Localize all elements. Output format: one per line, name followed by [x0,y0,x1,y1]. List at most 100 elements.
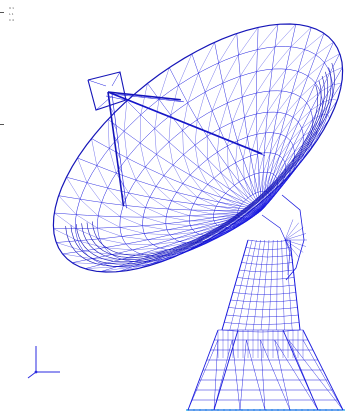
dish-diagonal [168,208,190,216]
dish-radial [261,24,297,211]
dish-diagonal [168,115,171,142]
dish-diagonal [58,195,77,215]
dish-diagonal [189,238,215,251]
dish-diagonal [281,71,299,92]
dish-diagonal [154,128,157,155]
feed-strut-lace [126,93,135,97]
dish-diagonal [303,129,313,137]
dish-diagonal [249,155,251,177]
dish-diagonal [168,141,174,166]
dish-diagonal [331,98,338,101]
dish-diagonal [261,203,268,210]
dish-diagonal [227,167,235,186]
dish-diagonal [229,215,250,229]
dish-diagonal [292,166,297,173]
dish-diagonal [75,228,100,239]
pedestal-rib [285,239,293,331]
backing-truss [81,76,325,260]
dish-diagonal [207,184,223,198]
gear-spoke [284,239,307,247]
coordinate-triad [27,346,60,379]
dish-diagonal [137,258,170,269]
gear-spoke [284,233,307,241]
dish-diagonal [285,122,299,137]
dish-diagonal [298,110,311,123]
dish-radial [54,209,263,218]
dish-diagonal [212,229,233,239]
dish-diagonal [273,113,287,133]
dish-diagonal [261,208,264,211]
dish-diagonal [123,131,128,158]
subreflector-brace [87,79,107,87]
dish-diagonal [135,180,151,198]
dish-diagonal [250,134,257,156]
pedestal-rib [245,239,261,331]
dish-diagonal [159,250,190,263]
dish-diagonal [275,136,287,154]
gear-spoke [284,227,304,241]
dish-diagonal [257,132,266,154]
dish-diagonal [160,242,187,249]
dish-diagonal [100,266,133,272]
dish-diagonal [225,193,242,205]
feed-strut-lace [113,134,119,145]
feed-strut-lace [162,97,171,101]
dish-diagonal [332,82,342,86]
dish-diagonal [120,216,143,226]
tower-diagonal [288,339,344,411]
dish-diagonal [220,172,230,190]
dish-diagonal [269,193,275,200]
yoke-arm [261,214,291,276]
dish-diagonal [217,128,220,153]
dish-diagonal [283,172,293,183]
dish-diagonal [123,205,144,218]
view-legend: U 1 L 1 C 4 [9,5,14,23]
subreflector-cage [87,71,127,111]
pedestal-ring [221,329,301,333]
dish-diagonal [329,67,343,73]
dish-diagonal [261,205,266,210]
feed-strut-lace [184,122,199,129]
dish-radial [261,118,330,211]
backing-truss [86,80,322,258]
dish-diagonal [232,220,247,230]
dish-diagonal [277,178,285,186]
dish-diagonal [117,263,151,272]
dish-radial [261,24,279,211]
pedestal-rib [281,239,285,331]
feed-strut-lace [121,191,126,202]
dish-diagonal [198,166,208,185]
dish-diagonal [96,165,108,189]
dish-diagonal [107,187,124,206]
dish-diagonal [276,186,283,193]
dish-diagonal [66,177,81,200]
dish-diagonal [267,90,282,113]
dish-diagonal [195,226,221,233]
feed-strut-lace [165,114,179,122]
dish-diagonal [190,175,203,191]
dish-radial [77,157,263,211]
dish-diagonal [265,192,277,203]
dish-radial [147,83,263,211]
tower-diagonal [246,339,266,411]
dish-radial [126,100,263,211]
dish-diagonal [116,173,129,193]
gear-spoke [284,222,299,241]
dish-diagonal [71,262,104,265]
pedestal-rib [260,239,270,331]
dish-diagonal [213,178,226,194]
dish-diagonal [262,172,268,192]
dish-diagonal [206,136,208,160]
dish-diagonal [150,254,180,265]
dish-diagonal [265,112,278,133]
dish-radial [84,209,263,269]
dish-radial [58,195,263,211]
pedestal-rib [253,239,265,331]
dish-diagonal [140,249,169,255]
dish-diagonal [260,172,264,192]
dish-diagonal [116,261,148,267]
dish-diagonal [240,49,258,77]
dish-diagonal [83,250,113,255]
dish-diagonal [181,240,210,254]
